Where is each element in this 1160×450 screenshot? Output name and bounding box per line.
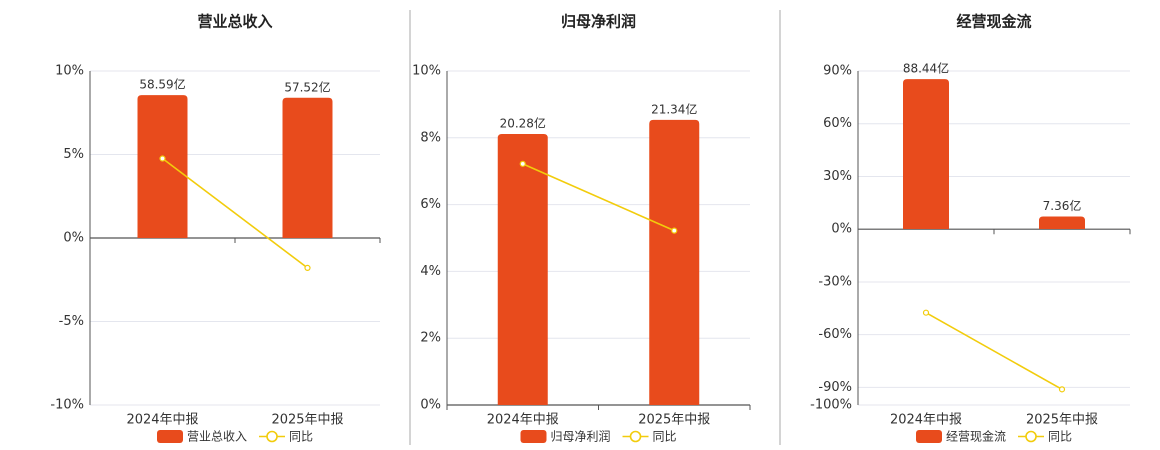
line-point <box>159 155 166 162</box>
y-tick-label: 10% <box>55 64 84 79</box>
legend-label: 同比 <box>289 430 313 444</box>
line <box>925 312 1063 391</box>
bar <box>282 97 333 238</box>
line-point <box>519 160 526 167</box>
legend-label: 归母净利润 <box>551 430 611 444</box>
y-tick-label: -100% <box>810 398 852 413</box>
line-point <box>671 227 678 234</box>
value-label: 57.52亿 <box>284 79 330 94</box>
y-tick-label: 5% <box>63 147 84 162</box>
legend-label: 经营现金流 <box>946 429 1006 444</box>
y-tick-label: -30% <box>818 274 852 289</box>
line-point <box>304 264 311 271</box>
line <box>162 157 308 269</box>
y-tick-label: 0% <box>63 231 84 246</box>
line-point <box>922 309 930 316</box>
legend-swatch <box>629 430 642 443</box>
legend-swatch <box>916 430 942 443</box>
value-label: 58.59亿 <box>139 77 185 92</box>
y-tick-label: 4% <box>420 264 441 279</box>
x-tick-label: 2025年中报 <box>1026 413 1098 428</box>
line <box>522 163 675 232</box>
bar <box>649 119 700 406</box>
x-tick-label: 2024年中报 <box>487 413 559 428</box>
chart-title: 营业总收入 <box>197 13 272 31</box>
x-tick-label: 2025年中报 <box>271 413 343 428</box>
x-tick-label: 2024年中报 <box>890 413 962 428</box>
legend-swatch <box>157 430 183 443</box>
y-tick-label: 0% <box>420 398 441 413</box>
chart-title: 归母净利润 <box>561 13 636 31</box>
bar <box>497 134 548 405</box>
y-tick-label: 8% <box>420 130 441 145</box>
x-tick-label: 2024年中报 <box>126 413 198 428</box>
legend-swatch <box>520 430 547 443</box>
y-tick-label: 6% <box>420 197 441 212</box>
y-tick-label: -5% <box>59 314 84 329</box>
x-tick-label: 2025年中报 <box>638 413 710 428</box>
y-tick-label: 90% <box>823 64 852 79</box>
line-point <box>1058 386 1066 393</box>
y-tick-label: -90% <box>818 380 852 395</box>
value-label: 88.44亿 <box>903 61 949 76</box>
value-label: 21.34亿 <box>651 101 697 116</box>
legend-label: 营业总收入 <box>187 430 247 444</box>
bar <box>1039 216 1085 230</box>
y-tick-label: 10% <box>412 64 441 79</box>
legend-label: 同比 <box>1048 430 1072 444</box>
y-tick-label: 30% <box>823 169 852 184</box>
value-label: 7.36亿 <box>1043 198 1082 213</box>
y-tick-label: 60% <box>823 116 852 131</box>
bar <box>137 95 188 238</box>
y-tick-label: 2% <box>420 331 441 346</box>
y-tick-label: -10% <box>50 398 84 413</box>
legend-swatch <box>1025 430 1037 443</box>
chart-title: 经营现金流 <box>956 13 1031 31</box>
y-tick-label: -60% <box>818 327 852 342</box>
legend-label: 同比 <box>653 430 677 444</box>
y-tick-label: 0% <box>831 222 852 237</box>
value-label: 20.28亿 <box>500 116 546 131</box>
legend-swatch <box>266 430 278 443</box>
bar <box>903 79 949 230</box>
